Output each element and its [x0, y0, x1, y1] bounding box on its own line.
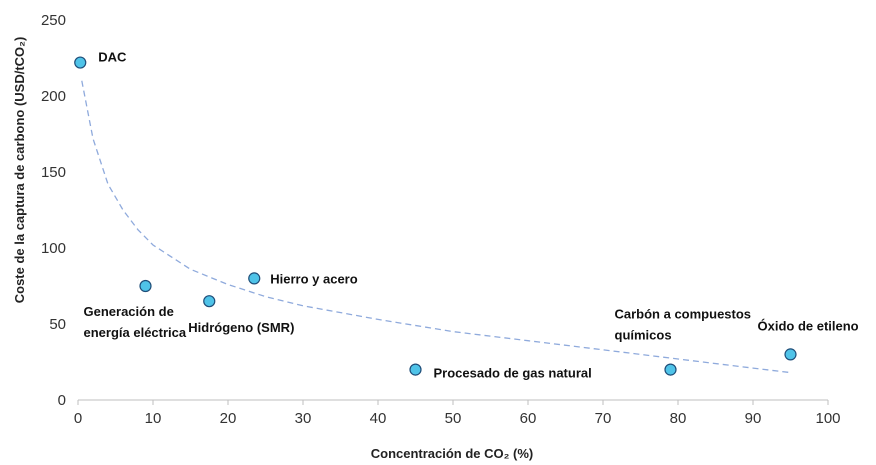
trendline-layer: [81, 80, 791, 374]
data-point: [248, 272, 261, 285]
data-point: [203, 295, 216, 308]
data-point: [664, 363, 677, 376]
point-label: Hierro y acero: [270, 271, 357, 286]
axes: 0 10 20 30 40 50 60 70 80 90 100 0 50 100 150 200 250: [41, 12, 841, 427]
x-tick-label: 40: [370, 410, 387, 427]
x-tick-label: 60: [520, 410, 537, 427]
point-label: DAC: [98, 50, 127, 65]
x-tick-label: 80: [670, 410, 687, 427]
y-axis-ticks: 0 50 100 150 200 250: [41, 12, 66, 409]
data-point: [139, 279, 152, 293]
y-tick-label: 50: [49, 316, 66, 333]
point-label: Óxido de etileno: [758, 318, 859, 333]
trendline: [81, 80, 791, 374]
point-label: Carbón a compuestos químicos: [615, 307, 752, 343]
x-tick-label: 0: [74, 410, 82, 427]
data-point: [409, 363, 422, 376]
y-axis-title: Coste de la captura de carbono (USD/tCO₂…: [12, 37, 27, 304]
x-tick-label: 70: [595, 410, 612, 427]
x-tick-label: 20: [220, 410, 237, 427]
x-axis-title: Concentración de CO₂ (%): [371, 446, 534, 461]
x-tick-label: 30: [295, 410, 312, 427]
y-tick-label: 0: [58, 392, 66, 409]
y-tick-label: 100: [41, 240, 66, 257]
x-tick-label: 50: [445, 410, 462, 427]
point-label: Hidrógeno (SMR): [188, 320, 294, 335]
data-point: [784, 348, 797, 361]
y-tick-label: 150: [41, 164, 66, 181]
x-axis-ticks: 0 10 20 30 40 50 60 70 80 90 100: [74, 400, 841, 427]
point-label: Generación de energía eléctrica: [84, 304, 187, 340]
y-tick-label: 250: [41, 12, 66, 29]
x-tick-label: 90: [745, 410, 762, 427]
x-tick-label: 100: [815, 410, 840, 427]
point-label: Procesado de gas natural: [434, 366, 592, 381]
y-tick-label: 200: [41, 88, 66, 105]
point-labels: DAC Generación de energía eléctrica Hidróge…: [84, 50, 859, 381]
data-point: [74, 56, 87, 69]
data-points: [74, 56, 797, 376]
x-tick-label: 10: [145, 410, 162, 427]
